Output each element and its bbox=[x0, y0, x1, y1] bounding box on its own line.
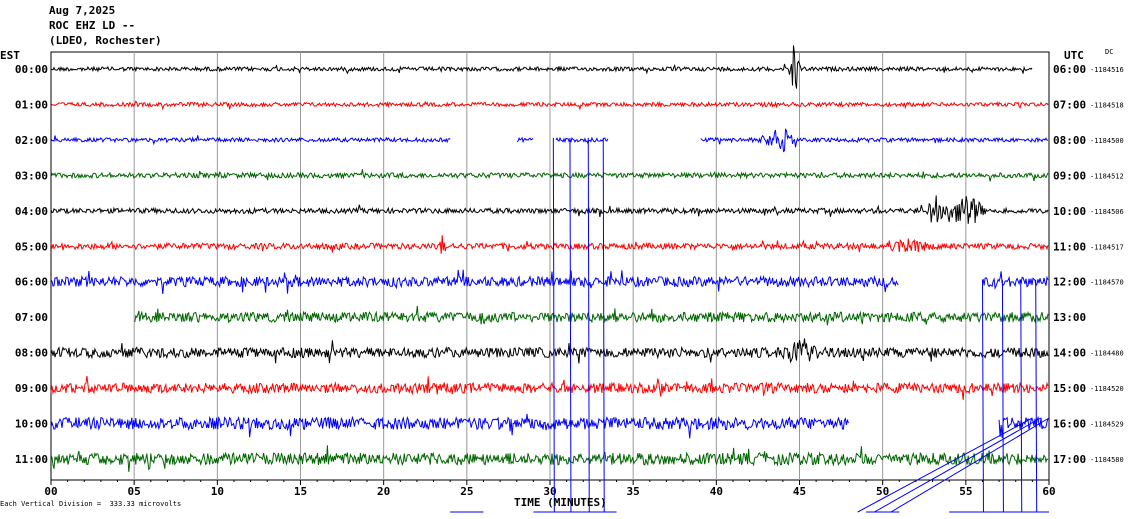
x-tick-label: 50 bbox=[876, 485, 889, 498]
row-label-utc: 12:00 bbox=[1053, 276, 1086, 289]
x-tick-label: 20 bbox=[377, 485, 390, 498]
seismic-trace bbox=[50, 45, 1033, 89]
row-label-utc: 17:00 bbox=[1053, 453, 1086, 466]
glitch-spike bbox=[602, 137, 605, 513]
header-network: (LDEO, Rochester) bbox=[49, 34, 162, 47]
glitch-spike bbox=[981, 279, 984, 513]
left-timezone-label: EST bbox=[0, 49, 20, 62]
row-dc-offset: -1184480 bbox=[1090, 350, 1124, 358]
seismic-trace bbox=[50, 235, 1049, 254]
row-dc-offset: -1184529 bbox=[1090, 421, 1124, 429]
row-label-utc: 13:00 bbox=[1053, 311, 1086, 324]
glitch-spike bbox=[1001, 279, 1004, 513]
dc-label: DC bbox=[1105, 48, 1114, 56]
row-label-utc: 15:00 bbox=[1053, 382, 1086, 395]
glitch-spike bbox=[587, 137, 590, 513]
x-tick-label: 15 bbox=[294, 485, 307, 498]
row-label-est: 06:00 bbox=[15, 276, 48, 289]
x-tick-label: 45 bbox=[793, 485, 806, 498]
seismic-trace bbox=[50, 338, 1049, 364]
x-tick-label: 30 bbox=[543, 485, 556, 498]
row-label-est: 07:00 bbox=[15, 311, 48, 324]
row-label-est: 05:00 bbox=[15, 240, 48, 253]
seismic-trace bbox=[50, 195, 1049, 224]
row-label-est: 04:00 bbox=[15, 205, 48, 218]
glitch-spike bbox=[1035, 279, 1038, 513]
diagonal-artifact bbox=[890, 417, 1050, 513]
row-label-utc: 10:00 bbox=[1053, 205, 1086, 218]
seismic-trace bbox=[50, 169, 1049, 182]
row-label-utc: 09:00 bbox=[1053, 169, 1086, 182]
row-label-est: 11:00 bbox=[15, 453, 48, 466]
x-axis-title: TIME (MINUTES) bbox=[514, 496, 607, 509]
header-date: Aug 7,2025 bbox=[49, 4, 116, 17]
x-tick-label: 60 bbox=[1042, 485, 1055, 498]
row-label-est: 10:00 bbox=[15, 418, 48, 431]
x-tick-label: 00 bbox=[44, 485, 57, 498]
x-tick-label: 05 bbox=[128, 485, 141, 498]
row-dc-offset: -1184517 bbox=[1090, 243, 1124, 251]
glitch-spike bbox=[552, 137, 555, 513]
seismic-trace bbox=[50, 445, 1049, 472]
diagonal-artifact bbox=[874, 417, 1041, 513]
header-station: ROC EHZ LD -- bbox=[49, 19, 136, 32]
right-timezone-label: UTC bbox=[1064, 49, 1084, 62]
row-label-utc: 06:00 bbox=[1053, 63, 1086, 76]
row-label-est: 01:00 bbox=[15, 98, 48, 111]
x-tick-label: 10 bbox=[211, 485, 224, 498]
row-dc-offset: -1184520 bbox=[1090, 385, 1124, 393]
row-dc-offset: -1184500 bbox=[1090, 137, 1124, 145]
glitch-spike bbox=[1020, 279, 1023, 513]
row-label-est: 08:00 bbox=[15, 347, 48, 360]
row-label-utc: 16:00 bbox=[1053, 418, 1086, 431]
diagonal-artifact bbox=[857, 417, 1033, 513]
row-dc-offset: -1184516 bbox=[1090, 66, 1124, 74]
seismic-trace bbox=[134, 305, 1049, 326]
x-tick-label: 35 bbox=[627, 485, 640, 498]
row-label-est: 02:00 bbox=[15, 134, 48, 147]
seismic-trace bbox=[50, 128, 1049, 153]
seismic-trace bbox=[50, 269, 1049, 295]
row-label-utc: 08:00 bbox=[1053, 134, 1086, 147]
row-dc-offset: -1184518 bbox=[1090, 101, 1124, 109]
row-dc-offset: -1184580 bbox=[1090, 456, 1124, 464]
footnote: Each Vertical Division = 333.33 microvol… bbox=[0, 500, 182, 508]
x-tick-label: 40 bbox=[710, 485, 723, 498]
seismic-trace bbox=[50, 100, 1049, 111]
row-dc-offset: -1184506 bbox=[1090, 208, 1124, 216]
x-tick-label: 55 bbox=[959, 485, 972, 498]
row-dc-offset: -1184512 bbox=[1090, 172, 1124, 180]
row-label-est: 03:00 bbox=[15, 169, 48, 182]
row-label-utc: 14:00 bbox=[1053, 347, 1086, 360]
row-dc-offset: -1184570 bbox=[1090, 279, 1124, 287]
row-label-utc: 11:00 bbox=[1053, 240, 1086, 253]
row-label-utc: 07:00 bbox=[1053, 98, 1086, 111]
row-label-est: 00:00 bbox=[15, 63, 48, 76]
x-tick-label: 25 bbox=[460, 485, 473, 498]
seismic-trace bbox=[50, 375, 1049, 400]
glitch-spike bbox=[569, 137, 572, 513]
row-label-est: 09:00 bbox=[15, 382, 48, 395]
